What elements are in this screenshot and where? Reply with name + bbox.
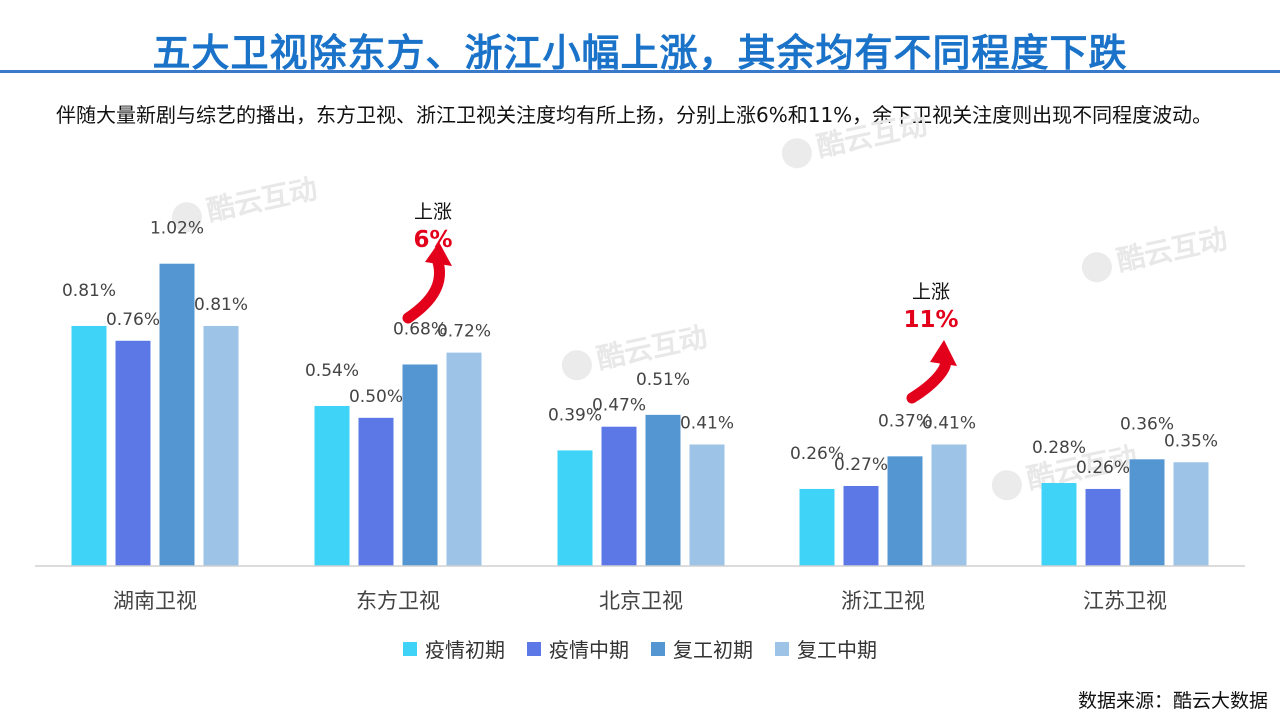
legend-label: 疫情中期 (549, 638, 629, 662)
data-label: 0.81% (62, 281, 116, 301)
bar (358, 417, 394, 566)
bar (159, 263, 195, 566)
data-label: 0.37% (878, 411, 932, 431)
data-label: 0.26% (1076, 458, 1130, 478)
legend-item: 复工中期 (775, 634, 877, 663)
annotation-zhejiang: 上涨 11% (903, 281, 959, 404)
legend-label: 复工中期 (797, 638, 877, 662)
data-label: 0.27% (834, 455, 888, 475)
annotation-value: 11% (903, 307, 958, 333)
bar (1129, 459, 1165, 566)
bar (1085, 488, 1121, 566)
bar (203, 325, 239, 566)
legend-swatch (403, 641, 417, 656)
annotation-label: 上涨 (912, 281, 950, 303)
data-label: 0.72% (437, 322, 491, 342)
category-label: 东方卫视 (356, 589, 440, 613)
data-label: 0.41% (922, 413, 976, 433)
data-label: 1.02% (150, 219, 204, 239)
data-label: 0.28% (1032, 438, 1086, 458)
page-title: 五大卫视除东方、浙江小幅上涨，其余均有不同程度下跌 (152, 31, 1128, 75)
bar (314, 405, 350, 566)
bar (446, 352, 482, 566)
category-label: 江苏卫视 (1083, 589, 1167, 613)
bar (115, 340, 151, 566)
data-source: 数据来源：酷云大数据 (1077, 690, 1268, 712)
bar (645, 414, 681, 566)
title-divider (0, 70, 1280, 73)
data-label: 0.35% (1164, 431, 1218, 451)
legend-swatch (775, 641, 789, 656)
legend-item: 疫情中期 (527, 634, 629, 663)
data-label: 0.68% (393, 319, 447, 339)
legend-item: 复工初期 (651, 634, 753, 663)
bar (799, 488, 835, 566)
annotation-dongfang: 上涨 6% (402, 201, 453, 324)
data-label: 0.36% (1120, 414, 1174, 434)
up-arrow-icon (906, 354, 951, 404)
category-label: 北京卫视 (599, 589, 683, 613)
data-label: 0.39% (548, 405, 602, 425)
data-label: 0.47% (592, 396, 646, 416)
legend-item: 疫情初期 (403, 634, 505, 663)
data-label: 0.50% (349, 387, 403, 407)
data-label: 0.54% (305, 361, 359, 381)
up-arrow-icon (402, 256, 445, 324)
bar (1041, 483, 1077, 566)
annotation-label: 上涨 (414, 201, 452, 223)
bar (402, 364, 438, 566)
category-label: 湖南卫视 (113, 589, 197, 613)
data-label: 0.51% (636, 370, 690, 390)
data-label: 0.26% (790, 444, 844, 464)
bar (689, 444, 725, 566)
bar (557, 450, 593, 566)
legend-swatch (651, 641, 665, 656)
data-label: 0.41% (680, 413, 734, 433)
bar (1173, 462, 1209, 566)
bar (71, 325, 107, 566)
legend-label: 疫情初期 (425, 638, 505, 662)
data-label: 0.81% (194, 295, 248, 315)
page-subtitle: 伴随大量新剧与综艺的播出，东方卫视、浙江卫视关注度均有所上扬，分别上涨6%和11… (56, 103, 1213, 127)
category-label: 浙江卫视 (841, 589, 925, 613)
bar (887, 456, 923, 566)
data-label: 0.76% (106, 310, 160, 330)
bar (931, 444, 967, 566)
annotation-value: 6% (413, 227, 452, 253)
bar (843, 485, 879, 566)
legend-label: 复工初期 (673, 638, 753, 662)
bar (601, 426, 637, 566)
legend-swatch (527, 641, 541, 656)
chart-legend: 疫情初期 疫情中期 复工初期 复工中期 (0, 634, 1280, 663)
